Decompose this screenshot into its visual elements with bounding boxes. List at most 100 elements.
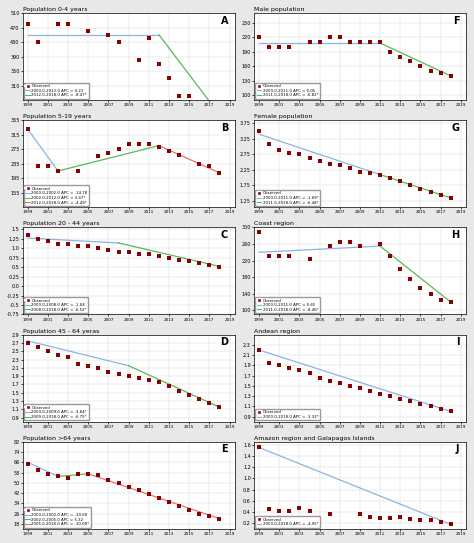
Point bbox=[135, 486, 143, 495]
Point bbox=[265, 505, 273, 514]
Point bbox=[346, 382, 354, 390]
Point bbox=[95, 244, 102, 252]
Point bbox=[356, 509, 364, 518]
Text: Population 45 - 64 yeras: Population 45 - 64 yeras bbox=[23, 329, 99, 333]
Point bbox=[326, 160, 334, 168]
Point bbox=[285, 42, 293, 51]
Point bbox=[437, 191, 445, 199]
Point bbox=[175, 386, 183, 395]
Point bbox=[386, 513, 394, 522]
Point bbox=[356, 242, 364, 250]
Point bbox=[376, 513, 384, 522]
Point bbox=[74, 359, 82, 368]
Point bbox=[437, 295, 445, 304]
Point bbox=[417, 184, 424, 193]
Point bbox=[105, 30, 112, 39]
Point bbox=[145, 250, 153, 258]
Text: Population >64 years: Population >64 years bbox=[23, 436, 90, 441]
Point bbox=[175, 502, 183, 510]
Point bbox=[427, 402, 434, 411]
Point bbox=[275, 42, 283, 51]
Point bbox=[74, 242, 82, 251]
Point bbox=[396, 52, 404, 61]
Point bbox=[255, 127, 263, 135]
Point bbox=[346, 164, 354, 173]
Point bbox=[135, 140, 143, 148]
Point bbox=[64, 20, 72, 28]
Point bbox=[407, 275, 414, 283]
Point bbox=[407, 397, 414, 406]
Point bbox=[55, 167, 62, 175]
Point bbox=[306, 254, 313, 263]
Point bbox=[55, 472, 62, 481]
Point bbox=[105, 368, 112, 376]
Point bbox=[346, 37, 354, 46]
Point bbox=[195, 509, 203, 518]
Text: J: J bbox=[456, 445, 459, 454]
Point bbox=[34, 343, 42, 351]
Point bbox=[447, 407, 455, 416]
Point bbox=[206, 161, 213, 170]
Point bbox=[206, 106, 213, 115]
Point bbox=[417, 62, 424, 71]
Point bbox=[125, 482, 132, 491]
Point bbox=[24, 20, 32, 28]
Point bbox=[316, 156, 323, 165]
Point bbox=[407, 181, 414, 190]
Point bbox=[44, 161, 52, 170]
Point bbox=[125, 140, 132, 148]
Point bbox=[275, 507, 283, 515]
Point bbox=[195, 160, 203, 168]
Point bbox=[296, 366, 303, 375]
Point bbox=[216, 110, 223, 119]
Point bbox=[336, 161, 344, 169]
Legend: Observed, 2000.0-2012.0 APC = 0.21, 2012.0-2018.0 APC = -8.47*: Observed, 2000.0-2012.0 APC = 0.21, 2012… bbox=[24, 83, 89, 99]
Point bbox=[185, 257, 193, 266]
Point bbox=[185, 506, 193, 514]
Point bbox=[64, 240, 72, 249]
Point bbox=[216, 514, 223, 523]
Point bbox=[44, 236, 52, 245]
Text: A: A bbox=[221, 16, 228, 26]
Point bbox=[417, 400, 424, 408]
Text: D: D bbox=[220, 337, 228, 348]
Point bbox=[155, 59, 163, 68]
Point bbox=[396, 264, 404, 273]
Point bbox=[306, 507, 313, 515]
Point bbox=[407, 515, 414, 523]
Point bbox=[356, 384, 364, 393]
Point bbox=[34, 161, 42, 170]
Point bbox=[316, 37, 323, 46]
Point bbox=[356, 167, 364, 176]
Point bbox=[34, 37, 42, 46]
Point bbox=[135, 374, 143, 382]
Point bbox=[206, 261, 213, 270]
Point bbox=[427, 187, 434, 196]
Point bbox=[437, 518, 445, 527]
Point bbox=[336, 379, 344, 388]
Point bbox=[437, 69, 445, 78]
Point bbox=[34, 235, 42, 243]
Point bbox=[84, 362, 92, 370]
Legend: Observed, 2000.0-2009.0 APC = -3.64*, 2009.0-2018.0 APC = -6.75*: Observed, 2000.0-2009.0 APC = -3.64*, 20… bbox=[24, 404, 89, 420]
Point bbox=[285, 364, 293, 372]
Point bbox=[206, 512, 213, 520]
Point bbox=[255, 346, 263, 355]
Point bbox=[265, 358, 273, 367]
Point bbox=[125, 248, 132, 256]
Point bbox=[115, 478, 122, 487]
Point bbox=[427, 289, 434, 298]
Point bbox=[386, 252, 394, 261]
Text: Population 0-4 years: Population 0-4 years bbox=[23, 7, 87, 12]
Text: Female population: Female population bbox=[254, 114, 312, 119]
Point bbox=[306, 37, 313, 46]
Text: C: C bbox=[221, 230, 228, 240]
Point bbox=[326, 242, 334, 250]
Point bbox=[285, 252, 293, 261]
Point bbox=[216, 263, 223, 272]
Point bbox=[24, 231, 32, 239]
Point bbox=[396, 394, 404, 403]
Point bbox=[125, 372, 132, 381]
Point bbox=[74, 470, 82, 478]
Point bbox=[447, 520, 455, 529]
